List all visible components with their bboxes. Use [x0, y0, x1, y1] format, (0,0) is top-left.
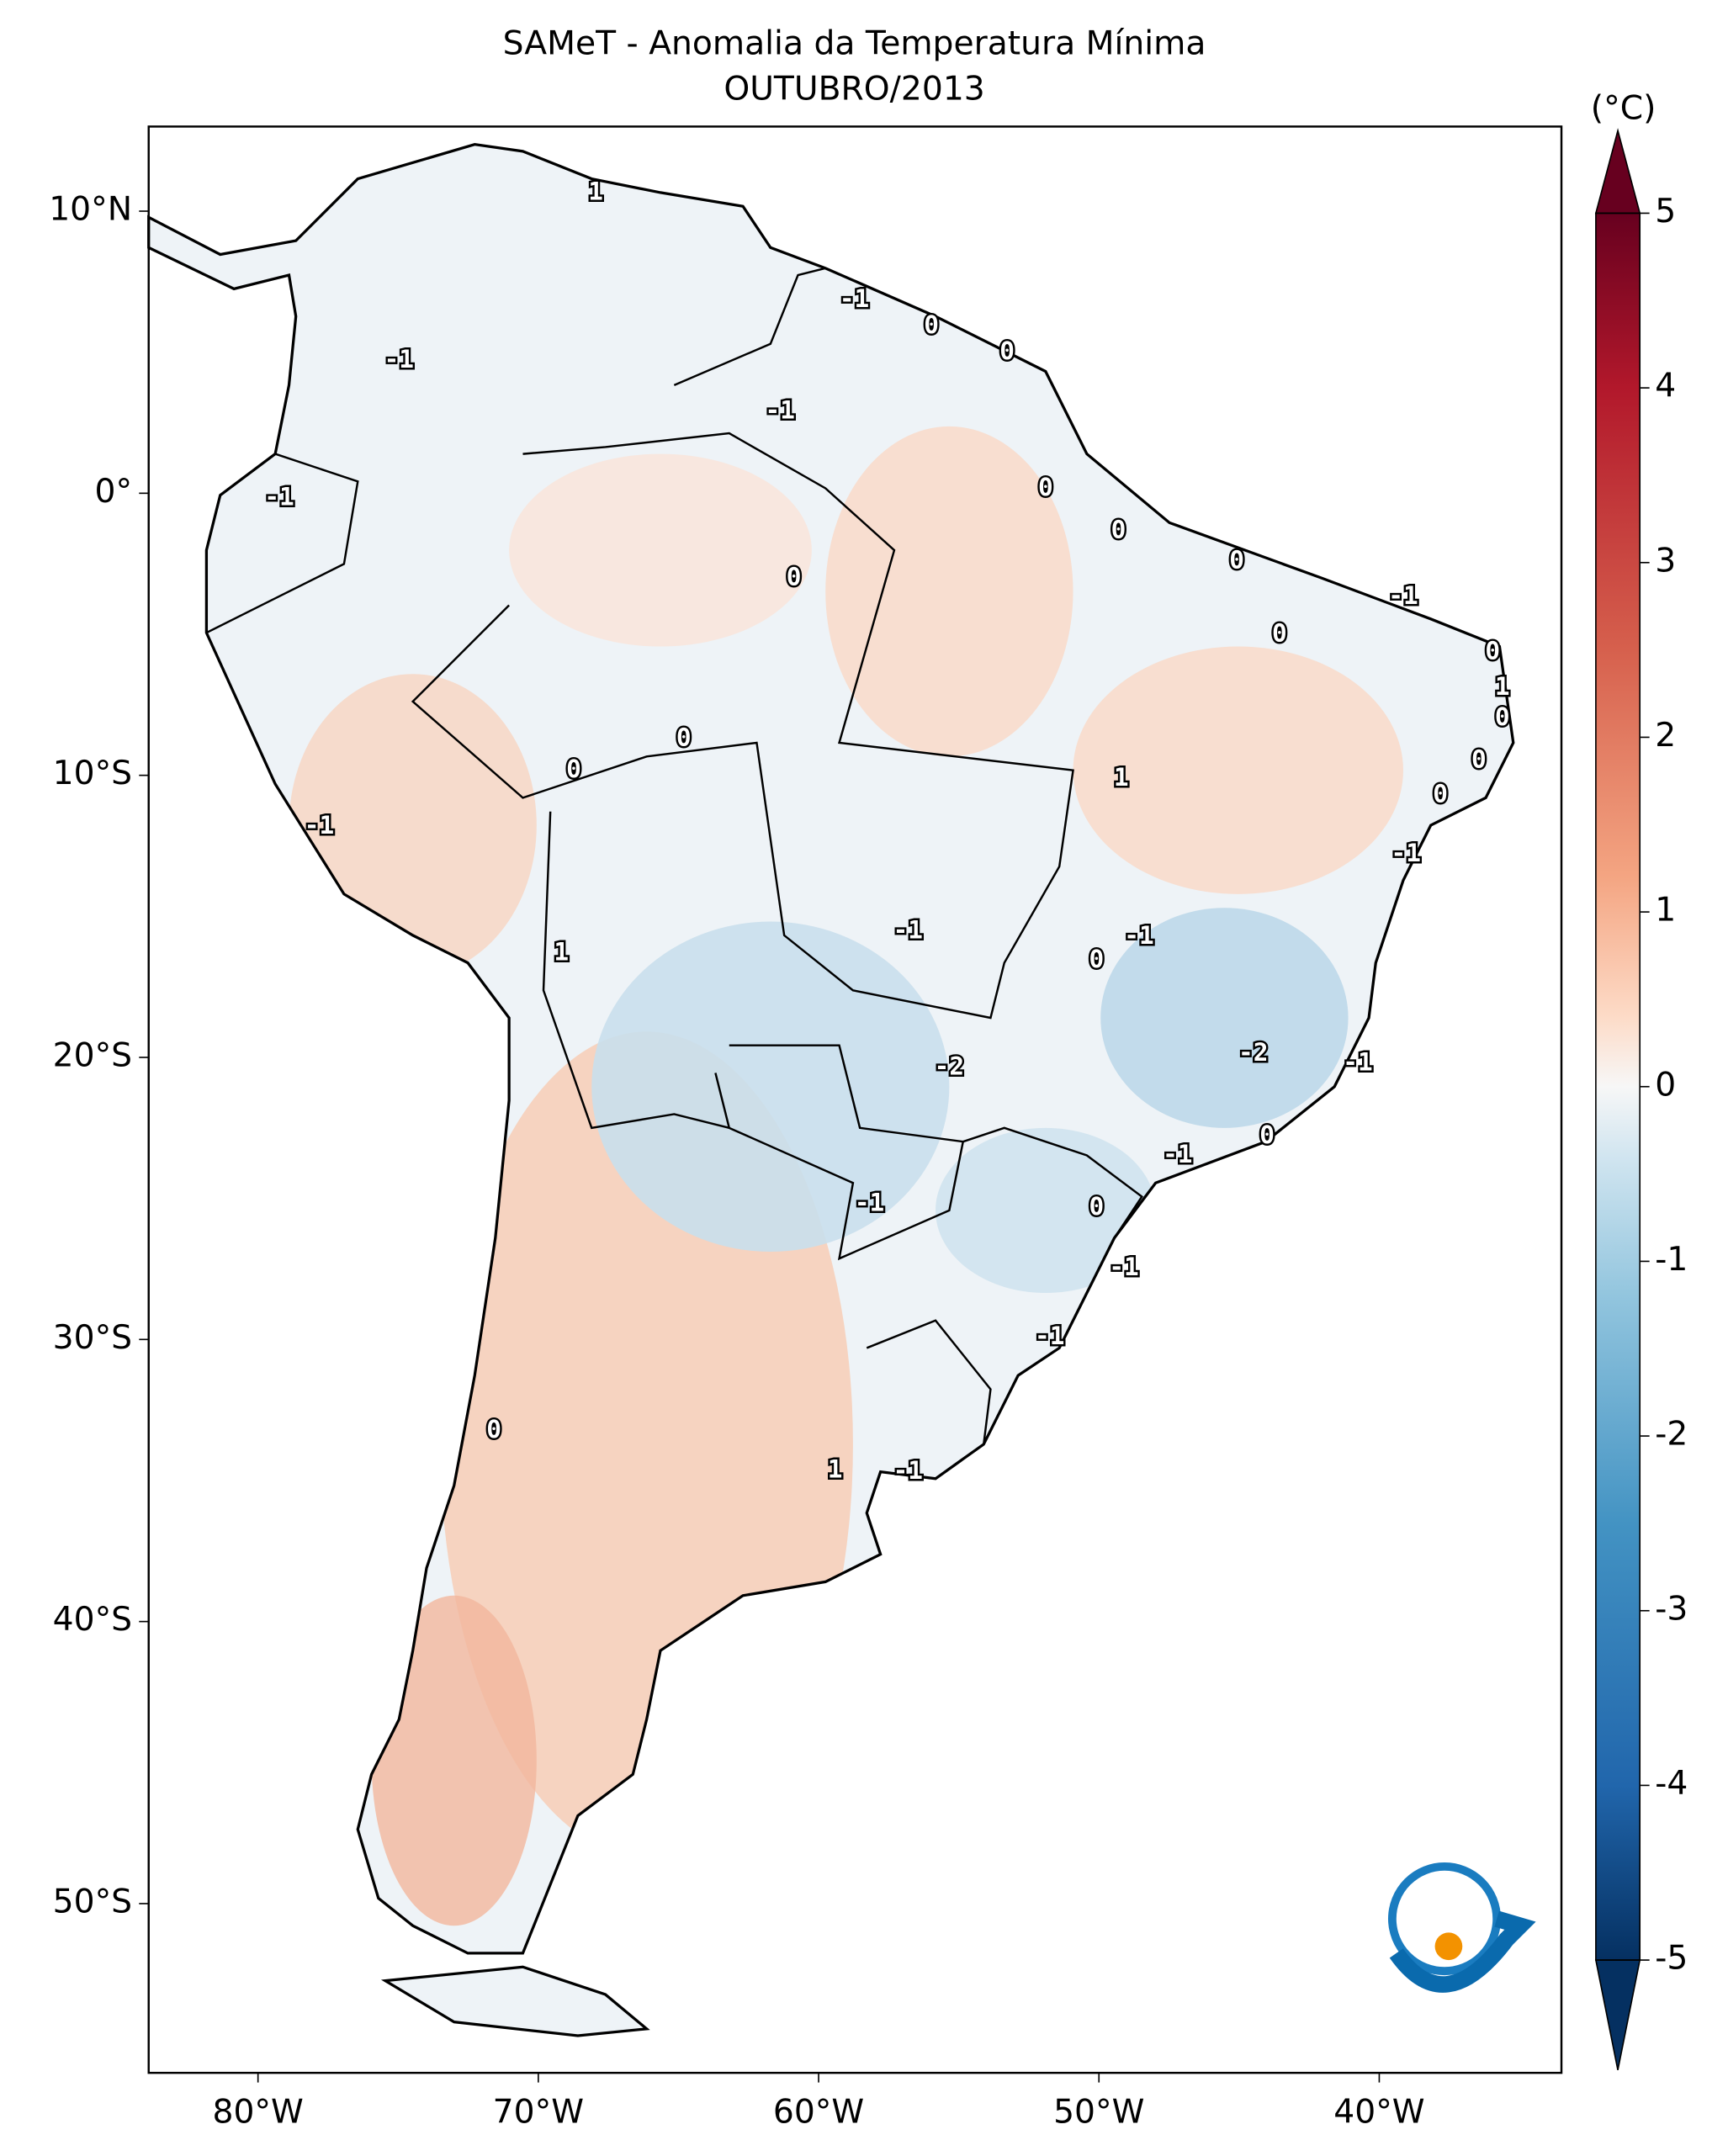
y-tick-label: 40°S [53, 1601, 132, 1639]
colorbar-tick-label: 1 [1655, 892, 1676, 930]
x-tick-label: 70°W [493, 2094, 584, 2132]
colorbar-arrow-bottom [1594, 1959, 1641, 2071]
contour-label: -1 [1124, 921, 1153, 950]
y-tick-label: 10°N [49, 191, 132, 229]
colorbar-tick-label: -3 [1655, 1590, 1688, 1628]
x-tick-label: 80°W [212, 2094, 303, 2132]
contour-label: 0 [1089, 945, 1104, 973]
colorbar-tick-label: 2 [1655, 717, 1676, 755]
contour-label: 0 [1259, 1120, 1275, 1149]
contour-label: 1 [588, 177, 603, 205]
contour-label: -1 [264, 482, 294, 511]
y-tick-label: 10°S [53, 755, 132, 792]
map-subtitle: OUTUBRO/2013 [724, 70, 984, 108]
contour-label: 0 [1089, 1192, 1104, 1221]
contour-label: -2 [935, 1052, 964, 1080]
contour-label: 0 [1433, 780, 1448, 808]
y-tick-label: 30°S [53, 1319, 132, 1357]
contour-label: 0 [999, 336, 1015, 365]
colorbar-tick-label: -2 [1655, 1416, 1688, 1454]
colorbar-arrow-top [1594, 128, 1641, 215]
contour-label: 0 [486, 1415, 501, 1444]
contour-label: -1 [1163, 1140, 1192, 1168]
contour-label: -1 [1109, 1253, 1138, 1281]
contour-label: 0 [787, 562, 802, 591]
contour-label: 0 [1495, 702, 1510, 731]
contour-label: 0 [1471, 745, 1487, 774]
contour-label: -2 [1238, 1038, 1268, 1067]
contour-label: -1 [305, 811, 334, 840]
y-tick-label: 20°S [53, 1036, 132, 1074]
contour-label: -1 [766, 395, 795, 424]
y-tick-label: 50°S [53, 1883, 132, 1920]
contour-label: -1 [855, 1188, 884, 1216]
contour-label: 0 [1229, 546, 1244, 575]
colorbar-tick-label: 0 [1655, 1066, 1676, 1104]
colorbar [1595, 213, 1641, 1961]
colorbar-tick-label: -4 [1655, 1765, 1688, 1803]
colorbar-tick-label: -5 [1655, 1940, 1688, 1978]
contour-label: 1 [554, 938, 569, 967]
colorbar-tick-label: 4 [1655, 368, 1676, 405]
contour-label: -1 [893, 915, 923, 944]
contour-label: -1 [840, 284, 869, 313]
contour-label: 0 [924, 310, 939, 339]
x-tick-label: 40°W [1333, 2094, 1424, 2132]
contour-label: -1 [384, 345, 414, 373]
colorbar-label: (°C) [1591, 89, 1656, 127]
colorbar-tick-label: -1 [1655, 1241, 1688, 1279]
x-tick-label: 60°W [773, 2094, 864, 2132]
contour-label: 0 [1111, 516, 1126, 544]
inpe-logo [1387, 1862, 1536, 1993]
colorbar-tick-label: 5 [1655, 193, 1676, 230]
map-title: SAMeT - Anomalia da Temperatura Mínima [503, 24, 1206, 62]
contour-label: 0 [1272, 618, 1287, 647]
contour-label: -1 [893, 1456, 923, 1485]
y-tick-label: 0° [95, 473, 133, 511]
contour-label: -1 [1343, 1047, 1372, 1076]
contour-label: -1 [1388, 581, 1418, 610]
contour-label: 0 [676, 723, 692, 752]
contour-label: 1 [1114, 763, 1129, 792]
contour-label: 1 [828, 1454, 843, 1483]
contour-label: -1 [1035, 1322, 1064, 1350]
borders [205, 267, 1143, 1445]
contour-label: 0 [1485, 637, 1500, 665]
x-tick-label: 50°W [1053, 2094, 1144, 2132]
contour-label: 0 [566, 755, 581, 783]
colorbar-tick-label: 3 [1655, 542, 1676, 580]
contour-label: 1 [1495, 672, 1510, 701]
contour-label: -1 [1391, 839, 1421, 867]
contour-label: 0 [1038, 473, 1053, 501]
